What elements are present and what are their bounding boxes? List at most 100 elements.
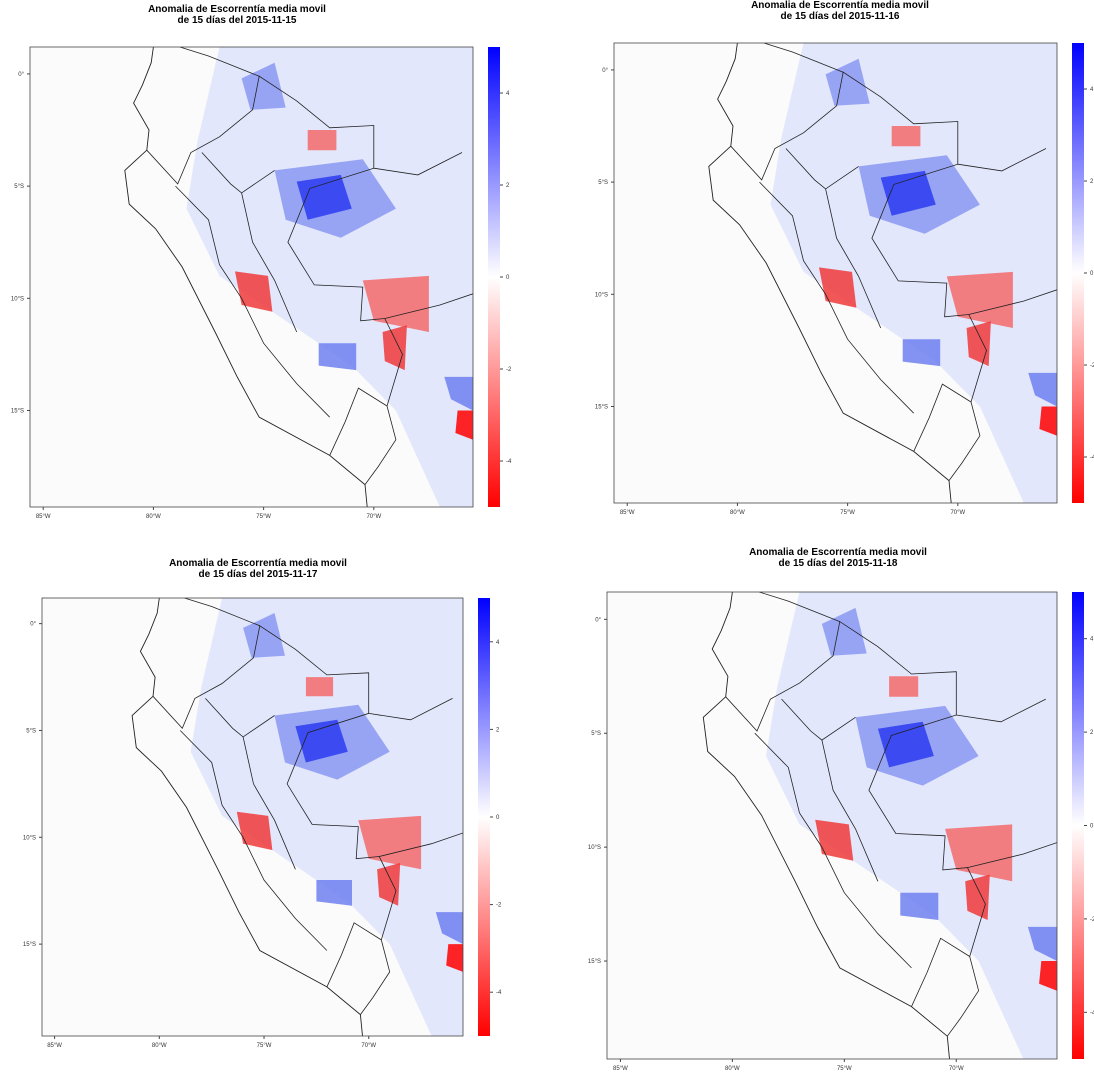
x-tick-label: 85°W	[613, 1066, 628, 1072]
colorbar-tick-label: 0	[1090, 271, 1094, 277]
y-tick-label: 15°S	[595, 405, 608, 411]
border	[242, 736, 296, 870]
anomaly-area	[902, 339, 941, 367]
anomaly-area	[825, 58, 870, 106]
anomaly-area	[1039, 406, 1057, 436]
x-tick-label: 75°W	[837, 1066, 852, 1072]
anomaly-area	[1039, 961, 1057, 991]
colorbar-tick-label: 0	[1090, 824, 1094, 830]
anomaly-area	[435, 912, 463, 945]
colorbar-tick-label: -4	[1090, 1010, 1094, 1016]
colorbar-tick-label: 4	[1090, 637, 1094, 643]
anomaly-area	[307, 130, 337, 151]
border	[175, 185, 330, 418]
anomaly-area	[446, 944, 463, 972]
coastline	[708, 43, 952, 503]
y-tick-label: 10°S	[595, 292, 608, 298]
border	[326, 922, 382, 988]
border	[821, 740, 879, 882]
anomaly-area	[815, 819, 854, 861]
y-tick-label: 10°S	[588, 845, 601, 851]
colorbar-tick-label: -4	[506, 459, 512, 465]
border	[913, 383, 972, 452]
anomaly-area	[770, 43, 1057, 503]
map-content	[124, 47, 473, 507]
colorbar-tick-label: 4	[1090, 87, 1094, 93]
border	[754, 732, 912, 969]
colorbar-tick-label: -2	[1090, 363, 1094, 369]
x-tick-label: 70°W	[950, 510, 965, 516]
border	[759, 592, 840, 622]
x-tick-label: 70°W	[361, 1043, 376, 1049]
x-tick-label: 70°W	[949, 1066, 964, 1072]
border	[911, 937, 970, 1007]
border	[384, 293, 473, 319]
anomaly-area	[1027, 926, 1057, 961]
border	[373, 152, 463, 176]
x-tick-label: 85°W	[47, 1043, 62, 1049]
map-subtitle: de 15 días del 2015-11-17	[199, 569, 318, 580]
anomaly-area	[819, 267, 857, 308]
map-frame	[29, 46, 474, 508]
x-tick-label: 80°W	[725, 1066, 740, 1072]
y-tick-label: 15°S	[23, 942, 36, 948]
map-content	[708, 43, 1057, 503]
border	[781, 698, 856, 741]
anomaly-area	[1028, 372, 1057, 407]
anomaly-area	[362, 275, 429, 332]
map-frame	[41, 597, 464, 1037]
colorbar	[488, 47, 500, 507]
coastline	[702, 592, 950, 1059]
anomaly-area	[945, 824, 1013, 882]
anomaly-area	[880, 170, 936, 216]
anomaly-area	[305, 677, 334, 697]
border	[329, 387, 388, 456]
map-title: Anomalia de Escorrentía media movil	[148, 4, 326, 15]
border	[201, 152, 275, 194]
colorbar-tick-label: 0	[506, 275, 510, 281]
y-tick-label: 5°S	[26, 728, 36, 734]
colorbar	[1072, 43, 1084, 503]
map-frame	[613, 42, 1058, 504]
anomaly-area	[241, 62, 286, 110]
border	[152, 625, 397, 1015]
map-subtitle: de 15 días del 2015-11-15	[178, 15, 297, 26]
y-tick-label: 10°S	[23, 835, 36, 841]
border	[146, 75, 403, 485]
border	[825, 188, 882, 329]
anomaly-area	[243, 613, 285, 658]
border	[957, 148, 1047, 172]
anomaly-area	[318, 343, 357, 371]
anomaly-area	[316, 880, 352, 906]
map-content	[131, 598, 463, 1036]
colorbar-tick-label: -4	[1090, 455, 1094, 461]
map-subtitle: de 15 días del 2015-11-18	[779, 558, 898, 569]
colorbar-tick-label: 2	[496, 727, 500, 733]
anomaly-area	[891, 126, 921, 147]
border	[968, 289, 1057, 315]
x-tick-label: 80°W	[730, 510, 745, 516]
anomaly-area	[236, 811, 273, 851]
map-title: Anomalia de Escorrentía media movil	[751, 0, 929, 11]
border	[725, 620, 986, 1037]
border	[179, 730, 328, 951]
y-tick-label: 0°	[602, 68, 608, 74]
border	[241, 192, 298, 333]
anomaly-area	[235, 271, 273, 312]
border	[368, 698, 453, 721]
colorbar	[478, 598, 490, 1036]
map-title: Anomalia de Escorrentía media movil	[169, 558, 347, 569]
y-tick-label: 15°S	[11, 409, 24, 415]
colorbar	[1072, 592, 1084, 1059]
y-tick-label: 0°	[18, 72, 24, 78]
y-tick-label: 10°S	[11, 296, 24, 302]
x-tick-label: 70°W	[366, 514, 381, 520]
colorbar-tick-label: 2	[1090, 179, 1094, 185]
colorbar-tick-label: 4	[496, 640, 500, 646]
x-tick-label: 75°W	[840, 510, 855, 516]
map-content	[702, 592, 1057, 1059]
colorbar-tick-label: 2	[1090, 730, 1094, 736]
